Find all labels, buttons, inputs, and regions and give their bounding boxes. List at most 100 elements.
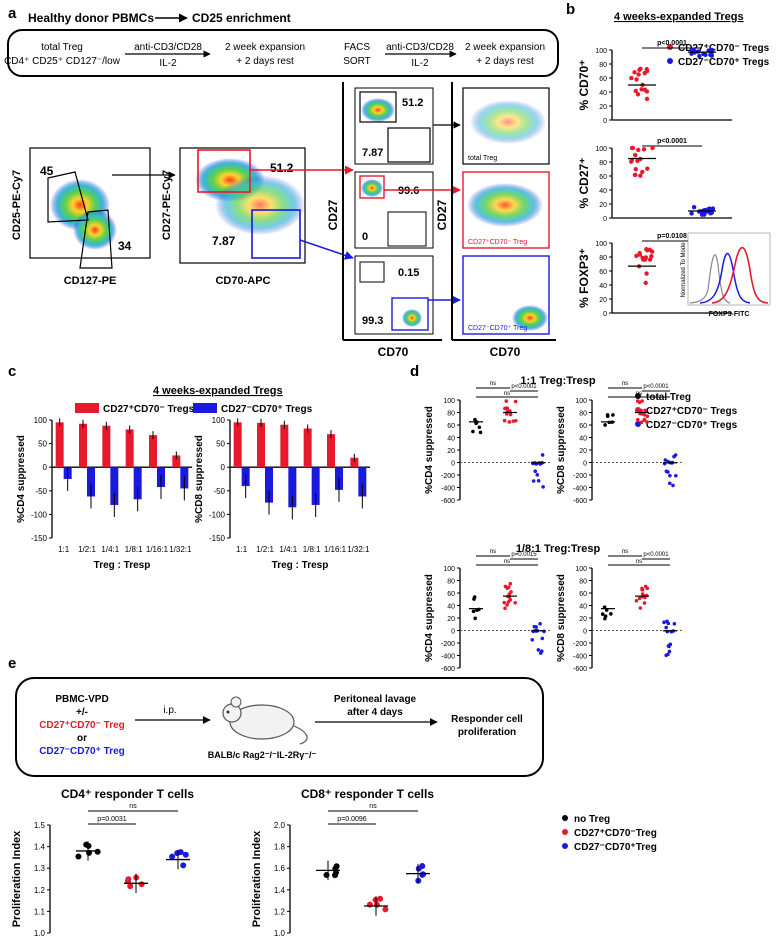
data-point — [504, 399, 509, 403]
y-tick-label: 40 — [599, 283, 607, 290]
p-value: p<0.0001 — [657, 40, 687, 47]
data-point — [513, 600, 518, 605]
x-tick-label: 1/4:1 — [101, 545, 119, 554]
p-value: p<0.0001 — [511, 384, 537, 390]
y-tick-label: 100 — [212, 416, 226, 425]
y-axis-label: % CD70⁺ — [577, 59, 591, 110]
bar-red — [172, 455, 181, 468]
protocol-text: PBMC-VPD — [55, 694, 108, 705]
legend-label: CD27⁺CD70⁻ Tregs — [678, 43, 770, 54]
y-tick-label: 1.4 — [34, 843, 46, 852]
data-point — [377, 895, 384, 902]
suppression-plot: 100 80 60 40 20 0 -200 -400 -600 %CD4 suppressed p… — [424, 549, 550, 673]
y-axis-label: Proliferation Index — [251, 830, 263, 927]
panel-d-letter: d — [410, 363, 419, 380]
y-axis-label: %CD8 suppressed — [194, 435, 205, 523]
data-point — [668, 473, 672, 478]
p-value: p=0.0096 — [337, 816, 366, 823]
p-value: p=0.0108 — [657, 233, 687, 240]
y-axis-label: %CD4 suppressed — [424, 574, 435, 662]
y-tick-label: -600 — [573, 498, 587, 505]
data-point — [180, 862, 187, 869]
data-point — [530, 637, 535, 642]
panel-e-letter: e — [8, 655, 16, 672]
y-axis-label: %CD8 suppressed — [556, 406, 567, 494]
protocol-text: BALB/c Rag2⁻/⁻IL-2Rγ⁻/⁻ — [208, 750, 317, 760]
bar-red — [79, 423, 87, 468]
y-tick-label: 0 — [583, 461, 587, 468]
legend-blue-swatch — [193, 403, 217, 413]
legend-label: CD27⁺CD70⁻ Tregs — [646, 406, 738, 417]
data-point — [639, 408, 643, 413]
cd25-header: CD25 enrichment — [192, 11, 291, 25]
pbmc-header: Healthy donor PBMCs — [28, 11, 154, 25]
y-tick-label: 40 — [447, 604, 455, 611]
x-axis-label: CD70-APC — [215, 275, 270, 287]
data-point — [503, 606, 507, 611]
y-tick-label: 0 — [583, 629, 587, 636]
proliferation-plot: CD8⁺ responder T cells 2.0 1.8 1.6 1.4 1.2 1.0… — [251, 787, 434, 937]
data-point — [667, 481, 672, 486]
data-point — [639, 87, 644, 92]
y-tick-label: 20 — [599, 202, 607, 209]
data-point — [533, 469, 538, 474]
data-point — [509, 590, 513, 594]
y-tick-label: -400 — [573, 486, 587, 493]
p-value: ns — [622, 549, 628, 555]
data-point — [635, 417, 640, 422]
gate-value: 99.6 — [398, 185, 419, 197]
data-point — [633, 172, 638, 178]
y-tick-label: 1.6 — [274, 864, 286, 873]
legend-label: CD27⁻CD70⁺Treg — [574, 842, 657, 853]
data-point — [709, 52, 714, 57]
data-point — [611, 413, 615, 417]
y-tick-label: 40 — [447, 436, 455, 443]
x-tick-label: 1/32:1 — [347, 545, 370, 554]
data-point — [332, 869, 339, 876]
data-point — [644, 96, 650, 102]
y-tick-label: 60 — [447, 591, 455, 598]
data-point — [138, 881, 145, 888]
data-point — [640, 586, 644, 591]
data-point — [633, 88, 638, 94]
data-point — [637, 596, 642, 601]
step-2-line1: anti-CD3/CD28 — [134, 42, 202, 53]
data-point — [505, 406, 510, 411]
flow-plot-cd25-cd127: 45 34 CD127-PE CD25-PE-Cy7 — [11, 147, 151, 287]
y-tick-label: 100 — [443, 566, 455, 573]
y-tick-label: 20 — [579, 448, 587, 455]
data-point — [600, 612, 605, 616]
data-point — [540, 649, 544, 653]
y-axis-label: %CD8 suppressed — [556, 574, 567, 662]
y-axis-label: CD27 — [435, 199, 449, 230]
p-value: p=0.0031 — [97, 816, 126, 823]
p-value: ns — [636, 559, 642, 565]
data-point — [507, 420, 512, 424]
data-point — [508, 581, 513, 586]
y-tick-label: 2.0 — [274, 821, 286, 830]
data-point — [643, 408, 647, 413]
y-tick-label: 1.2 — [274, 907, 286, 916]
y-axis-label: CD25-PE-Cy7 — [11, 170, 23, 240]
step-6-line1: 2 week expansion — [465, 42, 545, 53]
data-point — [182, 851, 189, 858]
y-tick-label: 0 — [603, 118, 607, 125]
data-point — [635, 399, 640, 403]
p-value: ns — [369, 803, 377, 810]
x-axis-label: Treg : Tresp — [94, 560, 151, 571]
y-axis-label: %CD4 suppressed — [16, 435, 27, 523]
y-tick-label: 40 — [599, 90, 607, 97]
scatter-plot: 100 80 60 40 20 0 % CD70⁺ p<0.0001 — [577, 40, 732, 125]
protocol-text: Responder cell — [451, 714, 523, 725]
gate-value: 7.87 — [212, 234, 236, 248]
data-point — [75, 853, 82, 860]
data-point — [639, 420, 644, 425]
y-axis-label: Proliferation Index — [11, 830, 23, 927]
legend-blue-dot — [562, 843, 568, 849]
x-tick-label: 1/8:1 — [303, 545, 321, 554]
data-point — [603, 423, 607, 427]
bar-red — [350, 457, 359, 468]
data-point — [635, 92, 641, 97]
y-tick-label: 80 — [599, 255, 607, 262]
data-point — [511, 419, 516, 423]
